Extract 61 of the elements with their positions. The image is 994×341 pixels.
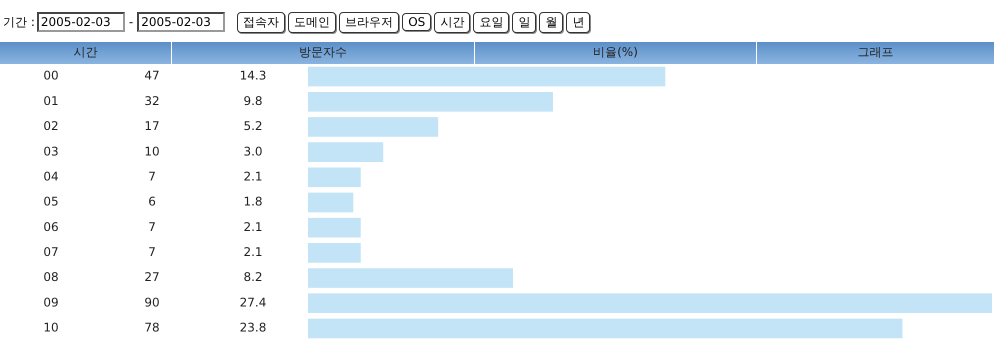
text: 기간 :	[3, 14, 35, 30]
y-tick-label: 08	[43, 270, 59, 284]
y-tick-label: 00	[43, 68, 59, 83]
bar	[308, 318, 902, 338]
text: 7	[148, 244, 156, 259]
text: 도메인	[288, 12, 336, 32]
y-tick-label: 03	[43, 144, 59, 158]
y-tick-label: 04	[43, 169, 59, 184]
bar	[308, 92, 553, 112]
text: 접속자	[237, 12, 286, 32]
text: 그래프	[856, 44, 894, 61]
text: 비율(%)	[475, 42, 757, 64]
bar	[308, 117, 438, 137]
text: 일	[512, 12, 536, 32]
data-label: 27.4	[240, 295, 266, 310]
text: 2005-02-03	[36, 12, 125, 32]
text: 년	[566, 12, 590, 32]
y-tick-label: 02	[43, 119, 59, 134]
text: 요일	[473, 12, 510, 32]
y-tick-label: 07	[43, 244, 59, 259]
text: 10	[144, 144, 160, 158]
bar	[308, 66, 666, 86]
bar	[308, 268, 514, 288]
y-tick-label: 01	[43, 94, 59, 108]
text: 2005-02-03	[137, 12, 226, 32]
text: 27	[144, 270, 160, 284]
data-label: 1.8	[243, 194, 263, 209]
text: -	[128, 15, 134, 29]
y-axis-title: 시간	[0, 42, 172, 64]
text: 90	[144, 295, 160, 310]
bar	[308, 192, 354, 212]
data-label: 14.3	[240, 68, 266, 83]
data-label: 8.2	[243, 270, 263, 284]
text: 월	[539, 12, 564, 32]
y-tick-label: 05	[43, 194, 59, 209]
bar	[308, 243, 361, 263]
text: 방문자수	[172, 42, 475, 64]
data-label: 2.1	[243, 244, 263, 259]
y-tick-label: 10	[43, 320, 59, 335]
bar	[308, 218, 361, 238]
data-label: 23.8	[240, 320, 266, 335]
data-label: 2.1	[243, 220, 263, 234]
text: 47	[144, 68, 160, 83]
text: OS	[402, 13, 432, 31]
y-tick-label: 06	[43, 220, 59, 234]
text: 7	[148, 220, 156, 234]
data-label: 5.2	[243, 119, 263, 134]
bar	[308, 167, 361, 188]
y-tick-label: 09	[43, 295, 59, 310]
text: 32	[144, 94, 160, 108]
text: 6	[148, 194, 156, 209]
data-label: 3.0	[243, 144, 263, 158]
bar	[308, 142, 384, 162]
text: 시간	[434, 12, 470, 32]
bar	[308, 293, 992, 314]
data-label: 2.1	[243, 169, 263, 184]
data-label: 9.8	[243, 94, 263, 108]
text: 브라우저	[339, 12, 400, 32]
text: 17	[144, 119, 160, 134]
text: 78	[144, 320, 160, 335]
text: 7	[148, 169, 156, 184]
